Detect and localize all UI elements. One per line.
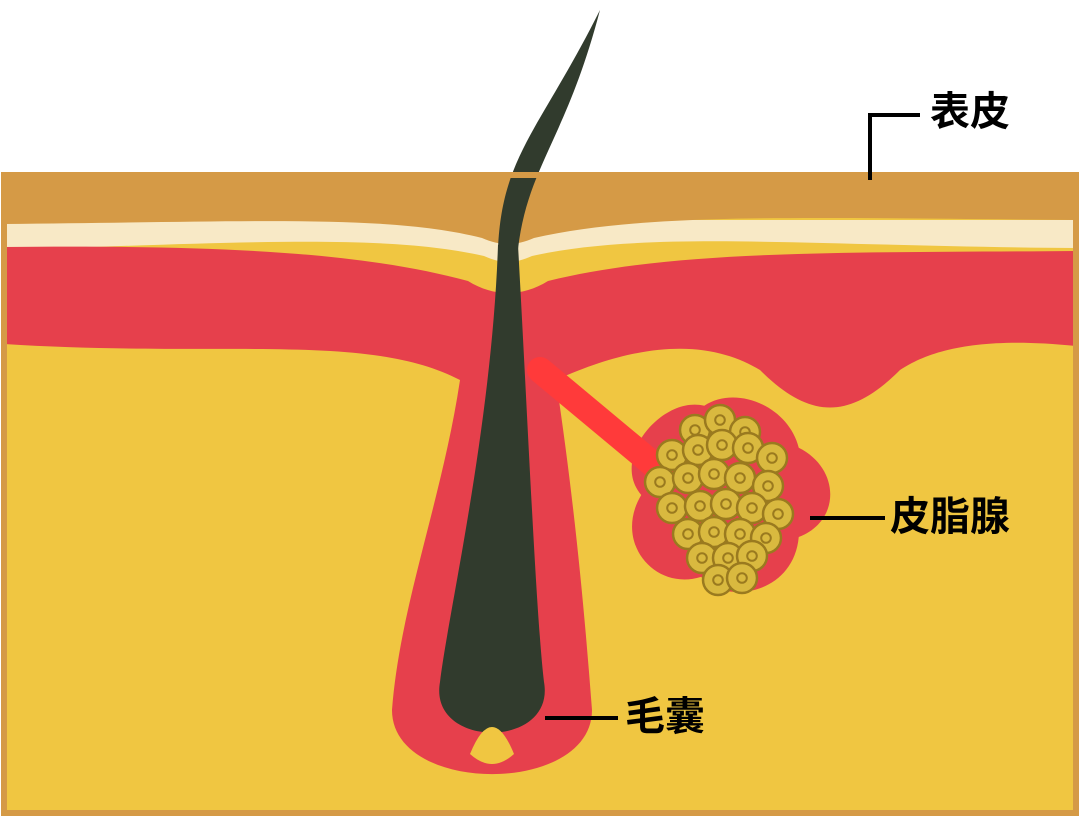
label-sebaceous: 皮脂腺 (890, 484, 1010, 542)
label-follicle: 毛囊 (625, 684, 705, 742)
label-epidermis: 表皮 (930, 79, 1010, 137)
skin-cross-section-diagram: 表皮皮脂腺毛囊 (0, 0, 1080, 817)
